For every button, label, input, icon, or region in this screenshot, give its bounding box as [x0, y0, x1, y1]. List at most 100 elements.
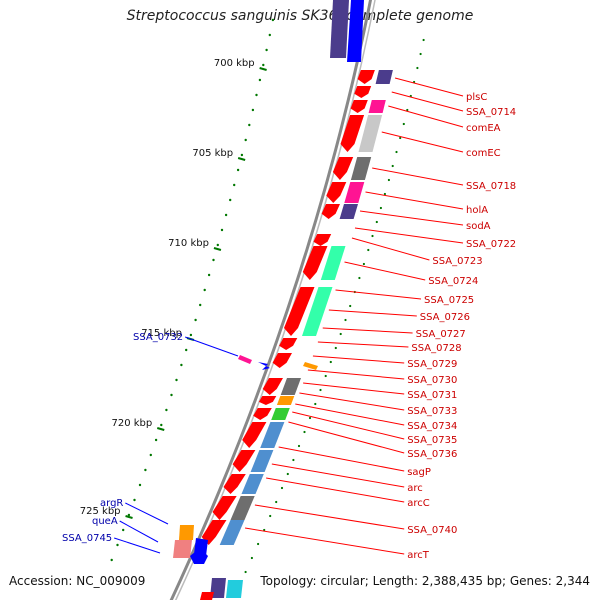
forward-gene-arrow	[258, 396, 277, 405]
ruler-dot	[189, 333, 193, 337]
ruler-dot	[297, 444, 301, 448]
forward-gene-label: SSA_0724	[428, 276, 478, 287]
ruler-dot	[233, 183, 236, 187]
forward-gene-arrow	[212, 496, 237, 520]
ruler-dot	[383, 192, 386, 196]
forward-gene-arrow	[302, 246, 328, 280]
cog-category-box	[303, 362, 318, 370]
cog-category-box	[260, 422, 285, 448]
ruler-dot	[275, 500, 278, 504]
ruler-dot	[149, 453, 152, 457]
forward-label-leader	[303, 382, 405, 395]
ruler-dot	[240, 153, 244, 157]
forward-label-leader	[391, 91, 464, 112]
ruler-dot	[160, 423, 163, 427]
forward-gene-arrow	[232, 450, 256, 472]
forward-label-leader	[266, 477, 405, 503]
ruler-dot	[375, 220, 378, 224]
forward-gene-arrow	[262, 378, 283, 395]
ruler-dot	[116, 543, 119, 547]
forward-gene-arrow	[201, 520, 227, 545]
forward-gene-label: SSA_0734	[407, 421, 457, 432]
forward-gene-label: SSA_0736	[407, 449, 457, 460]
cog-category-box	[375, 70, 393, 84]
forward-gene-label: holA	[466, 205, 488, 216]
cog-category-box	[210, 578, 226, 598]
forward-label-leader	[344, 261, 426, 281]
reverse-gene-cog-box	[330, 0, 349, 58]
forward-gene-label: SSA_0728	[411, 343, 461, 354]
forward-gene-label: SSA_0731	[407, 390, 457, 401]
reverse-gene-label: argR	[100, 498, 123, 509]
ruler-dot	[133, 498, 136, 502]
forward-label-leader	[394, 77, 464, 97]
ruler-dot	[207, 273, 211, 277]
ruler-dot	[110, 558, 113, 562]
forward-label-leader	[288, 421, 405, 454]
forward-label-leader	[292, 411, 405, 440]
ruler-dot	[416, 66, 419, 70]
ruler-dot	[144, 468, 147, 472]
ruler-dot	[371, 234, 374, 238]
ruler-dot	[251, 108, 255, 112]
ruler-tick	[125, 515, 133, 519]
ruler-dot	[199, 303, 202, 307]
cog-category-box	[230, 496, 255, 520]
reverse-gene-arrow	[347, 0, 364, 62]
forward-gene-arrow	[354, 86, 372, 98]
backbone-outer	[169, 0, 373, 600]
forward-gene-label: arcT	[407, 550, 430, 561]
reverse-gene-arrow	[258, 362, 270, 370]
ruler-tick-label: 720 kbp	[111, 418, 152, 429]
cog-category-box	[219, 520, 245, 545]
reverse-gene-label: SSA_0745	[62, 533, 112, 544]
ruler-dot	[257, 542, 260, 546]
cog-category-box	[226, 580, 243, 598]
ruler-dot	[250, 556, 253, 560]
ruler-dot	[258, 78, 262, 82]
ruler-tick-label: 715 kbp	[141, 328, 182, 339]
ruler-dot	[203, 288, 206, 292]
ruler-dot	[319, 388, 322, 392]
forward-gene-arrow	[313, 234, 332, 246]
ruler-tick-label: 725 kbp	[80, 506, 121, 517]
forward-gene-label: SSA_0722	[466, 239, 516, 250]
ruler-dot	[170, 393, 173, 397]
gene-layer	[173, 0, 393, 600]
forward-gene-arrow	[340, 115, 365, 152]
ruler-dot	[154, 438, 158, 442]
forward-label-leader	[351, 237, 430, 261]
ruler-dot	[402, 122, 405, 126]
forward-gene-arrow	[326, 182, 347, 203]
ruler-dot	[399, 136, 402, 140]
ruler-dot	[406, 108, 409, 112]
ruler-dot	[265, 48, 268, 52]
accession-text: Accession: NC_009009	[9, 574, 146, 588]
ruler-dot	[419, 52, 422, 56]
cog-category-box	[173, 540, 192, 558]
ruler-dot	[175, 378, 178, 382]
ruler-dot	[334, 346, 337, 350]
forward-gene-arrow	[284, 287, 315, 336]
ruler-dot	[244, 570, 247, 574]
ruler-dot	[212, 258, 215, 262]
cog-category-box	[302, 287, 333, 336]
cog-category-box	[179, 525, 194, 540]
forward-gene-label: SSA_0718	[466, 181, 516, 192]
forward-gene-label: SSA_0730	[407, 375, 457, 386]
ruler-dot	[349, 304, 352, 308]
ruler-dot	[362, 262, 365, 266]
genome-title: Streptococcus sanguinis SK36, complete g…	[126, 8, 474, 24]
ruler-dot	[314, 402, 317, 406]
reverse-label-leader	[125, 502, 169, 525]
cog-category-box	[280, 378, 301, 395]
ruler-dot	[387, 178, 390, 182]
ruler-dot	[324, 374, 327, 378]
forward-label-leader	[312, 355, 405, 364]
forward-gene-arrow	[253, 408, 272, 420]
ruler-dot	[268, 33, 271, 37]
forward-gene-label: SSA_0714	[466, 107, 516, 118]
forward-gene-arrow	[350, 100, 368, 113]
